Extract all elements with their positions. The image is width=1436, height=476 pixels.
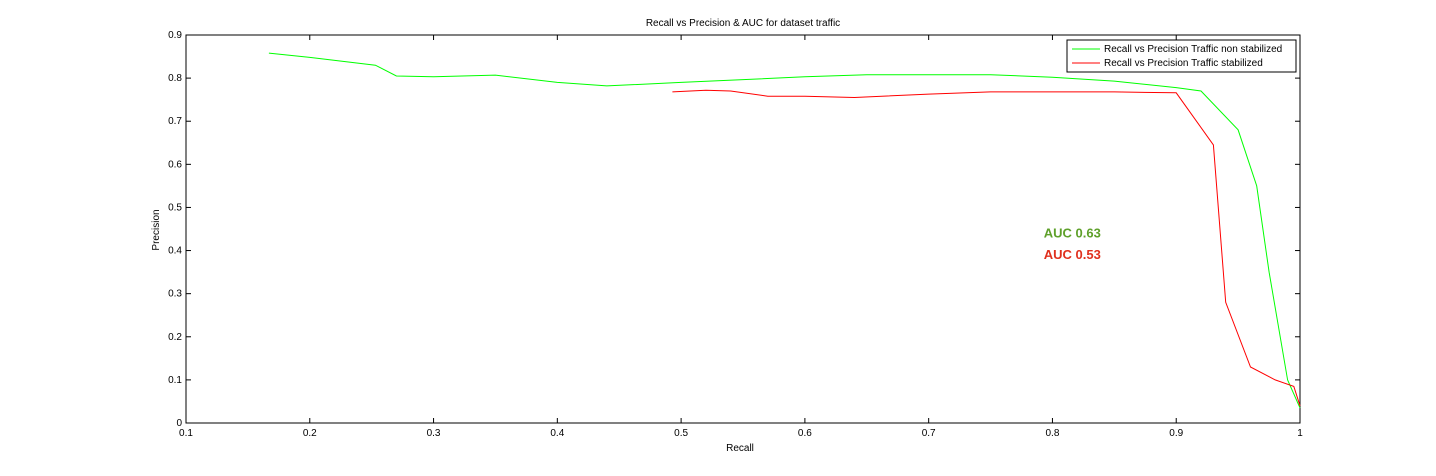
y-tick-label-0: 0	[176, 418, 182, 429]
x-tick-label-5: 0.6	[798, 428, 812, 439]
x-tick-label-4: 0.5	[674, 428, 688, 439]
x-tick-label-7: 0.8	[1045, 428, 1059, 439]
plot-area	[185, 34, 1301, 424]
x-tick-label-9: 1	[1297, 428, 1303, 439]
auc-annotations: AUC 0.63 AUC 0.53	[1044, 226, 1101, 263]
series-line-0	[268, 52, 1301, 409]
y-tick-label-9: 0.9	[168, 30, 182, 41]
y-tick-label-4: 0.4	[168, 246, 182, 257]
y-tick-label-3: 0.3	[168, 289, 182, 300]
x-tick-label-0: 0.1	[179, 428, 193, 439]
y-axis-label: Precision	[151, 209, 162, 250]
y-tick-label-1: 0.1	[168, 375, 182, 386]
legend: Recall vs Precision Traffic non stabiliz…	[1066, 39, 1297, 73]
y-tick-label-8: 0.8	[168, 73, 182, 84]
auc-label-0: AUC 0.63	[1044, 226, 1101, 241]
y-tick-label-6: 0.6	[168, 159, 182, 170]
legend-label-stabilized: Recall vs Precision Traffic stabilized	[1104, 58, 1263, 69]
x-tick-label-3: 0.4	[550, 428, 564, 439]
axis-ticks	[185, 34, 1301, 424]
legend-label-non-stabilized: Recall vs Precision Traffic non stabiliz…	[1104, 44, 1282, 55]
y-tick-label-7: 0.7	[168, 116, 182, 127]
series-lines	[268, 52, 1301, 409]
axis-tick-labels: 0.1 0.2 0.3 0.4 0.5 0.6 0.7 0.8 0.9 100.10.20.30.…	[168, 30, 1303, 439]
x-tick-label-2: 0.3	[427, 428, 441, 439]
x-tick-label-6: 0.7	[922, 428, 936, 439]
auc-label-1: AUC 0.53	[1044, 247, 1101, 262]
series-line-1	[672, 89, 1301, 406]
x-tick-label-8: 0.9	[1169, 428, 1183, 439]
chart-title: Recall vs Precision & AUC for dataset tr…	[646, 18, 840, 29]
legend-box	[1066, 39, 1297, 73]
x-tick-label-1: 0.2	[303, 428, 317, 439]
y-tick-label-2: 0.2	[168, 332, 182, 343]
x-axis-label: Recall	[726, 443, 754, 454]
y-tick-label-5: 0.5	[168, 202, 182, 213]
